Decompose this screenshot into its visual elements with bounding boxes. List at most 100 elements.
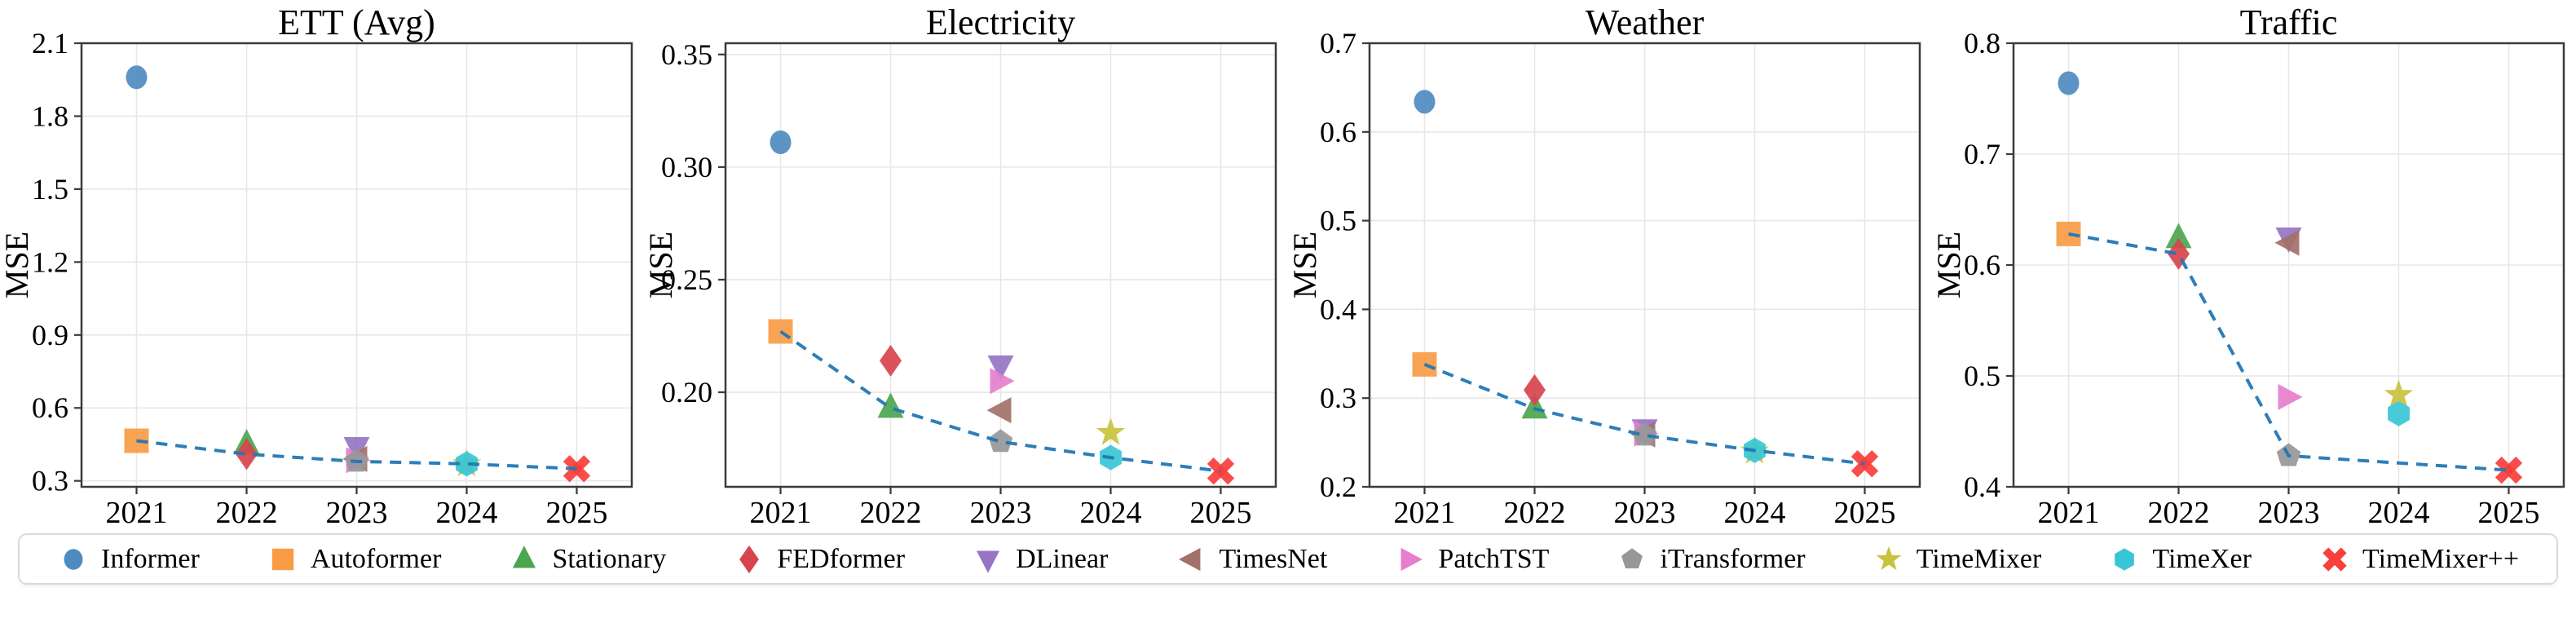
legend-marker-shape <box>2115 547 2135 571</box>
marker-itransformer <box>1632 422 1657 446</box>
x-tick-label: 2023 <box>1614 496 1676 530</box>
legend-item-timexer: TimeXer <box>2108 543 2252 576</box>
x-tick-label: 2021 <box>106 496 168 530</box>
legend-item-informer: Informer <box>57 543 200 576</box>
x-tick-label: 2022 <box>216 496 278 530</box>
y-axis-label: MSE <box>1932 232 1967 298</box>
y-tick-label: 0.7 <box>1964 138 2000 170</box>
marker-timesnet <box>2274 229 2300 256</box>
y-tick-label: 0.4 <box>1320 293 1356 325</box>
x-tick-label: 2025 <box>546 496 608 530</box>
y-tick-label: 0.25 <box>661 263 712 296</box>
legend-item-label: Stationary <box>552 543 667 574</box>
sota-trend-line <box>779 329 1221 473</box>
legend-marker-shape <box>2322 546 2347 572</box>
marker-dlinear <box>987 355 1014 381</box>
timexer-marker-icon <box>2115 547 2135 571</box>
patchtst-marker-icon <box>1400 547 1423 571</box>
marker-patchtst <box>990 368 1015 395</box>
itransformer-marker-icon <box>1621 547 1643 568</box>
autoformer-marker-icon <box>271 548 294 570</box>
y-tick-label: 0.3 <box>1320 382 1356 414</box>
marker-fedformer <box>880 344 902 377</box>
y-tick-label: 0.8 <box>1964 27 2000 60</box>
legend-marker-shape <box>739 545 760 573</box>
y-tick-label: 2.1 <box>32 27 68 60</box>
sota-trend-line <box>2068 232 2509 472</box>
marker-timemixerplusplus <box>2494 456 2523 484</box>
x-tick-label: 2024 <box>436 496 498 530</box>
stationary-marker-icon <box>513 545 536 568</box>
panel-title: Electricity <box>926 2 1075 42</box>
marker-fedformer <box>1524 373 1546 406</box>
marker-informer <box>2058 71 2080 95</box>
fedformer-marker-icon <box>739 545 760 573</box>
legend: Informer Autoformer Stationary FEDformer DLi… <box>18 533 2558 585</box>
legend-marker-shape <box>1621 547 1643 568</box>
timemixerplusplus-marker-icon <box>2322 546 2347 572</box>
y-tick-label: 0.35 <box>661 38 712 71</box>
legend-marker-shape <box>513 545 536 568</box>
legend-item-patchtst: PatchTST <box>1394 543 1549 576</box>
panel-title: Weather <box>1586 2 1705 42</box>
x-tick-label: 2024 <box>2368 496 2430 530</box>
x-tick-label: 2024 <box>1724 496 1786 530</box>
x-tick-label: 2025 <box>1834 496 1896 530</box>
legend-item-label: TimeXer <box>2152 543 2252 574</box>
legend-item-label: TimeMixer <box>1916 543 2042 574</box>
x-tick-label: 2022 <box>860 496 922 530</box>
legend-marker-shape <box>271 548 294 570</box>
marker-itransformer <box>988 429 1013 453</box>
x-tick-label: 2023 <box>970 496 1032 530</box>
legend-item-itransformer: iTransformer <box>1616 543 1806 576</box>
legend-marker-shape <box>1179 547 1201 571</box>
legend-item-label: iTransformer <box>1660 543 1806 574</box>
y-tick-label: 1.8 <box>32 99 68 132</box>
legend-item-timemixerplusplus: TimeMixer++ <box>2318 543 2519 576</box>
x-tick-label: 2023 <box>2258 496 2320 530</box>
timemixer-marker-icon <box>1876 546 1902 570</box>
sota-trend-line <box>136 439 577 471</box>
chart-panel-ett-avg: 0.3 0.6 0.9 1.2 1.5 1.8 2.1 2021 2022 2023 2024 202… <box>0 2 633 530</box>
legend-item-timemixer: TimeMixer <box>1872 543 2042 576</box>
legend-marker-shape <box>1876 546 1902 570</box>
legend-marker-shape <box>64 548 83 570</box>
x-tick-label: 2023 <box>326 496 388 530</box>
marker-timexer <box>2388 400 2410 426</box>
legend-item-label: PatchTST <box>1438 543 1550 574</box>
y-tick-label: 1.2 <box>32 245 68 278</box>
y-tick-label: 0.3 <box>32 465 68 497</box>
x-tick-label: 2022 <box>2148 496 2210 530</box>
informer-marker-icon <box>64 548 83 570</box>
legend-item-label: FEDformer <box>777 543 906 574</box>
legend-marker-shape <box>1400 547 1423 571</box>
marker-patchtst <box>2278 383 2303 410</box>
marker-timemixer <box>1096 418 1126 445</box>
marker-fedformer <box>236 438 258 471</box>
y-tick-label: 0.6 <box>1964 249 2000 281</box>
y-axis-label: MSE <box>644 232 679 298</box>
x-tick-label: 2025 <box>1190 496 1252 530</box>
chart-panel-traffic: 0.4 0.5 0.6 0.7 0.8 2021 2022 2023 2024 2025 Traff… <box>1932 2 2565 530</box>
y-tick-label: 0.2 <box>1320 471 1356 503</box>
marker-informer <box>126 65 148 90</box>
x-tick-label: 2021 <box>2038 496 2100 530</box>
y-tick-label: 0.9 <box>32 319 68 351</box>
marker-informer <box>770 130 792 155</box>
legend-item-timesnet: TimesNet <box>1175 543 1327 576</box>
legend-item-label: TimesNet <box>1219 543 1328 574</box>
y-tick-label: 0.5 <box>1964 360 2000 392</box>
timesnet-marker-icon <box>1179 547 1201 571</box>
x-tick-label: 2022 <box>1504 496 1566 530</box>
legend-item-label: Autoformer <box>310 543 442 574</box>
legend-item-fedformer: FEDformer <box>733 543 905 576</box>
legend-item-label: Informer <box>101 543 200 574</box>
legend-item-label: TimeMixer++ <box>2362 543 2519 574</box>
legend-marker-shape <box>977 550 1000 573</box>
legend-item-stationary: Stationary <box>508 543 666 576</box>
sota-trend-line <box>1423 363 1865 466</box>
y-axis-label: MSE <box>0 232 35 298</box>
y-axis-label: MSE <box>1288 232 1323 298</box>
y-tick-label: 0.20 <box>661 376 712 409</box>
